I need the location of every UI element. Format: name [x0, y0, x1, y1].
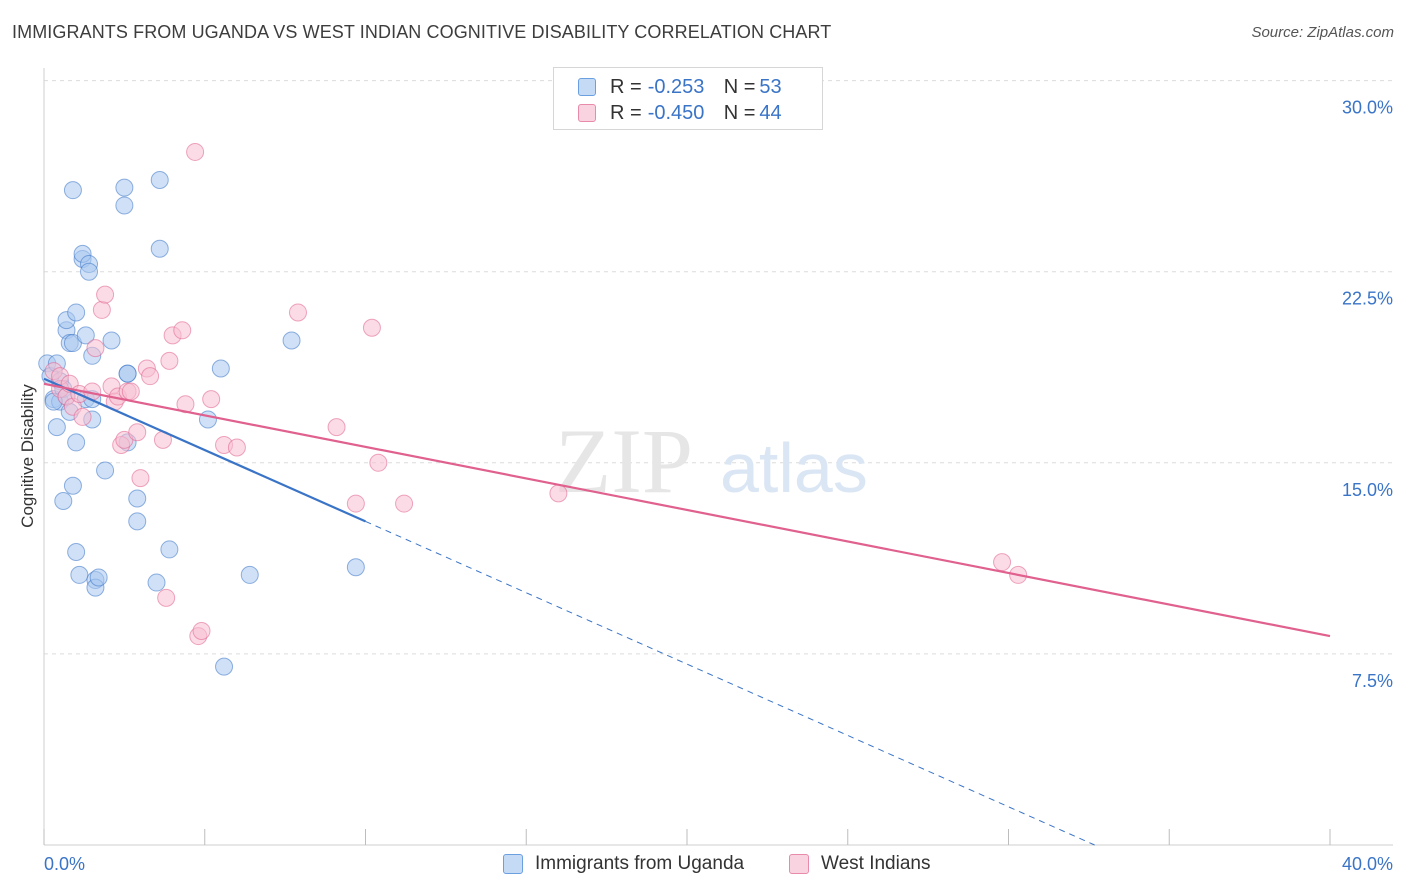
- y-axis-label: Cognitive Disability: [18, 384, 37, 528]
- west-indians-point: [141, 367, 160, 386]
- bottom-legend-uganda: Immigrants from Uganda: [503, 852, 744, 876]
- legend-r-label: R =: [610, 101, 642, 124]
- bottom-legend-swatch-west-indians: [789, 854, 809, 874]
- uganda-point: [147, 573, 166, 592]
- uganda-point: [76, 326, 95, 345]
- uganda-point: [54, 492, 73, 511]
- west-indians-point: [192, 621, 211, 640]
- uganda-point: [67, 542, 86, 561]
- west-indians-point: [202, 390, 221, 409]
- west-indians-point: [549, 484, 568, 503]
- west-indians-point: [176, 395, 195, 414]
- west-indians-point: [86, 339, 105, 358]
- trend-line-uganda-projection: [365, 520, 1095, 846]
- west-indians-point: [96, 285, 115, 304]
- legend-swatch-west-indians: [578, 104, 596, 122]
- west-indians-point: [369, 453, 388, 472]
- uganda-point: [115, 196, 134, 215]
- west-indians-point: [227, 438, 246, 457]
- bottom-legend-label-west-indians: West Indians: [821, 853, 931, 874]
- west-indians-point: [131, 469, 150, 488]
- series-west-indians-points: [44, 142, 1028, 646]
- uganda-point: [96, 461, 115, 480]
- uganda-point: [282, 331, 301, 350]
- trend-line-uganda: [43, 377, 366, 523]
- trend-line-west-indians: [43, 382, 1331, 638]
- uganda-point: [128, 489, 147, 508]
- uganda-point: [115, 178, 134, 197]
- source-credit: Source: ZipAtlas.com: [1251, 24, 1394, 41]
- legend-swatch-uganda: [578, 78, 596, 96]
- west-indians-point: [362, 318, 381, 337]
- uganda-point: [89, 568, 108, 587]
- uganda-point: [240, 565, 259, 584]
- correlation-legend: R = -0.253 N = 53 R = -0.450 N = 44: [553, 67, 823, 130]
- west-indians-point: [346, 494, 365, 513]
- uganda-point: [63, 181, 82, 200]
- legend-n-value: 53: [759, 75, 782, 98]
- uganda-point: [215, 657, 234, 676]
- uganda-point: [70, 565, 89, 584]
- west-indians-point: [327, 418, 346, 437]
- uganda-point: [63, 476, 82, 495]
- uganda-point: [150, 170, 169, 189]
- west-indians-point: [395, 494, 414, 513]
- bottom-legend-label-uganda: Immigrants from Uganda: [535, 853, 745, 874]
- axes: [43, 68, 1393, 846]
- legend-r-value: -0.450: [647, 101, 705, 124]
- west-indians-point: [173, 321, 192, 340]
- legend-n-label: N =: [723, 101, 756, 124]
- uganda-point: [67, 303, 86, 322]
- legend-n-value: 44: [759, 101, 782, 124]
- y-tick-label: 30.0%: [1342, 98, 1393, 118]
- west-indians-point: [288, 303, 307, 322]
- west-indians-point: [121, 382, 140, 401]
- x-tick-label: 40.0%: [1342, 854, 1393, 874]
- west-indians-point: [92, 300, 111, 319]
- legend-n-label: N =: [723, 75, 756, 98]
- uganda-point: [346, 558, 365, 577]
- y-tick-label: 15.0%: [1342, 480, 1393, 500]
- uganda-point: [160, 540, 179, 559]
- uganda-point: [128, 512, 147, 531]
- uganda-point: [67, 433, 86, 452]
- bottom-legend-swatch-uganda: [503, 854, 523, 874]
- legend-row-uganda: R = -0.253 N = 53: [578, 75, 782, 99]
- uganda-point: [211, 359, 230, 378]
- west-indians-point: [128, 423, 147, 442]
- watermark-atlas: atlas: [720, 429, 868, 507]
- west-indians-point: [186, 142, 205, 161]
- uganda-point: [150, 239, 169, 258]
- west-indians-point: [993, 553, 1012, 572]
- uganda-point: [80, 262, 99, 281]
- uganda-point: [47, 418, 66, 437]
- chart-title: IMMIGRANTS FROM UGANDA VS WEST INDIAN CO…: [12, 22, 832, 42]
- uganda-point: [102, 331, 121, 350]
- west-indians-point: [160, 351, 179, 370]
- west-indians-point: [157, 588, 176, 607]
- trend-lines: [43, 377, 1331, 846]
- uganda-point: [118, 364, 137, 383]
- legend-r-value: -0.253: [647, 75, 705, 98]
- bottom-legend-west-indians: West Indians: [789, 852, 930, 876]
- west-indians-point: [73, 407, 92, 426]
- legend-row-west-indians: R = -0.450 N = 44: [578, 101, 782, 125]
- y-tick-label: 7.5%: [1352, 671, 1393, 691]
- y-tick-label: 22.5%: [1342, 289, 1393, 309]
- legend-r-label: R =: [610, 75, 642, 98]
- x-tick-label: 0.0%: [44, 854, 85, 874]
- watermark-zip: ZIP: [555, 410, 693, 512]
- tick-labels: 7.5% 15.0% 22.5% 30.0% 0.0% 40.0%: [44, 98, 1393, 874]
- uganda-point: [198, 410, 217, 429]
